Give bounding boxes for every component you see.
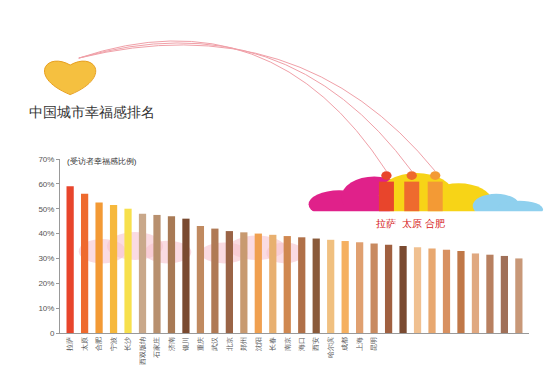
svg-text:石家庄: 石家庄 — [153, 337, 161, 358]
svg-text:宁波: 宁波 — [110, 337, 117, 351]
svg-text:合肥: 合肥 — [95, 337, 102, 351]
svg-text:长沙: 长沙 — [124, 337, 132, 351]
svg-text:西双版纳: 西双版纳 — [139, 337, 146, 365]
svg-text:南京: 南京 — [284, 337, 291, 351]
svg-text:海口: 海口 — [298, 337, 305, 351]
svg-text:银川: 银川 — [182, 337, 189, 352]
svg-text:太原: 太原 — [402, 218, 422, 229]
svg-text:0: 0 — [50, 329, 55, 338]
svg-text:10%: 10% — [38, 304, 54, 313]
svg-text:40%: 40% — [38, 229, 54, 238]
svg-text:成都: 成都 — [341, 337, 348, 351]
svg-text:30%: 30% — [38, 254, 54, 263]
svg-text:60%: 60% — [38, 180, 54, 189]
svg-text:郑州: 郑州 — [240, 337, 247, 351]
svg-text:北京: 北京 — [226, 337, 233, 351]
svg-text:哈尔滨: 哈尔滨 — [327, 337, 335, 358]
svg-text:拉萨: 拉萨 — [66, 337, 73, 351]
svg-text:上海: 上海 — [356, 337, 363, 351]
svg-text:20%: 20% — [38, 279, 54, 288]
svg-text:昆明: 昆明 — [370, 337, 377, 351]
svg-text:合肥: 合肥 — [425, 218, 445, 229]
svg-text:重庆: 重庆 — [197, 337, 204, 351]
svg-text:拉萨: 拉萨 — [376, 218, 396, 229]
svg-text:济南: 济南 — [168, 337, 176, 351]
svg-text:(受访者幸福感比例): (受访者幸福感比例) — [67, 157, 137, 166]
svg-text:武汉: 武汉 — [211, 337, 218, 351]
svg-text:70%: 70% — [38, 155, 54, 164]
svg-text:太原: 太原 — [81, 337, 88, 351]
svg-text:沈阳: 沈阳 — [255, 337, 262, 351]
svg-text:50%: 50% — [38, 205, 54, 214]
svg-text:中国城市幸福感排名: 中国城市幸福感排名 — [29, 104, 155, 120]
svg-text:长春: 长春 — [269, 337, 276, 351]
svg-text:西安: 西安 — [312, 337, 319, 351]
